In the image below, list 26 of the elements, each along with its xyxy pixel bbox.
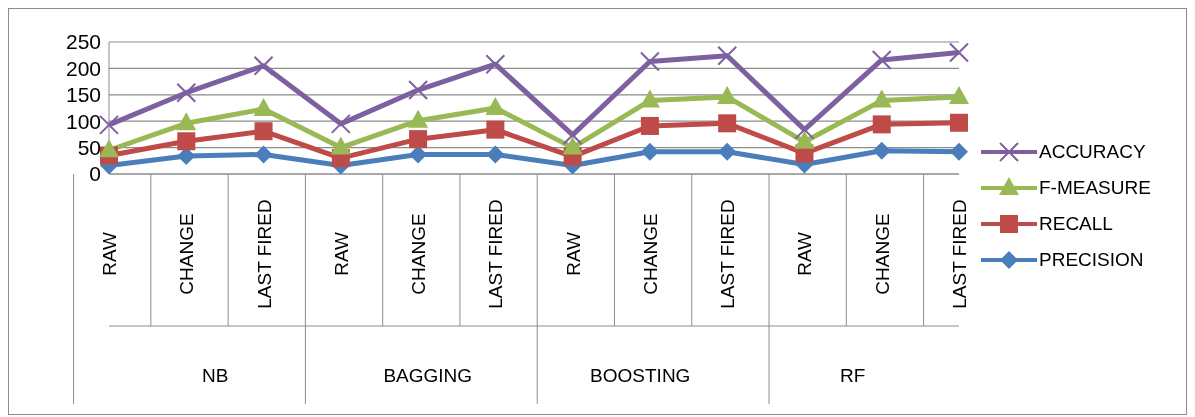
x-tick-label: CHANGE <box>639 213 661 295</box>
y-tick-label: 150 <box>65 83 101 107</box>
x-tick-label: CHANGE <box>176 213 198 295</box>
y-tick-label: 250 <box>65 30 101 54</box>
text: BOOSTING <box>590 365 691 386</box>
x-tick-label: RAW <box>562 232 584 276</box>
text: RF <box>840 365 866 386</box>
legend-label: ACCURACY <box>1039 141 1146 163</box>
y-tick-label: 50 <box>77 136 101 160</box>
x-tick-label: RAW <box>794 232 816 276</box>
text: NB <box>202 365 229 386</box>
x-tick-label: RAW <box>99 232 120 276</box>
x-tick-label: LAST FIRED <box>253 199 275 309</box>
x-tick-label: RAW <box>330 232 352 276</box>
y-tick-label: 200 <box>65 56 101 80</box>
y-tick-label: 100 <box>65 109 101 133</box>
y-tick-label: 0 <box>89 162 101 186</box>
x-tick-label: LAST FIRED <box>717 199 739 309</box>
x-tick-label: CHANGE <box>871 213 893 295</box>
x-tick-label: CHANGE <box>408 213 430 295</box>
text: BAGGING <box>383 365 473 386</box>
legend-label: F-MEASURE <box>1039 177 1151 199</box>
x-tick-label: LAST FIRED <box>949 199 970 309</box>
legend-label: RECALL <box>1039 213 1113 235</box>
x-tick-label: LAST FIRED <box>485 199 507 309</box>
legend-label: PRECISION <box>1039 249 1144 271</box>
